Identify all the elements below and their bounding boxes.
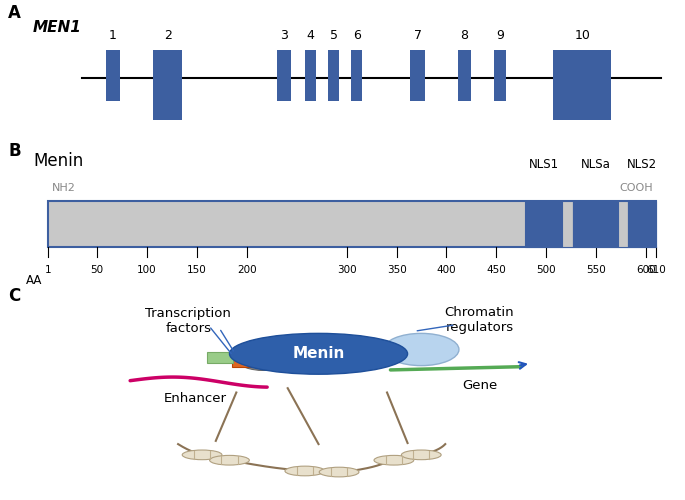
- Bar: [628, 201, 656, 246]
- Ellipse shape: [384, 334, 459, 366]
- Ellipse shape: [239, 352, 288, 370]
- Text: 50: 50: [90, 265, 103, 275]
- Text: 1: 1: [109, 29, 117, 42]
- Bar: [458, 50, 471, 101]
- Text: A: A: [8, 4, 21, 22]
- Text: 5: 5: [329, 29, 338, 42]
- Bar: [232, 354, 264, 368]
- Text: 2: 2: [164, 29, 172, 42]
- Bar: [48, 201, 656, 246]
- Text: Enhancer: Enhancer: [164, 392, 227, 406]
- Bar: [553, 50, 612, 120]
- Text: 150: 150: [187, 265, 207, 275]
- Text: 9: 9: [496, 29, 504, 42]
- Text: 7: 7: [414, 29, 422, 42]
- Ellipse shape: [285, 466, 325, 476]
- Bar: [619, 201, 628, 246]
- Text: 450: 450: [486, 265, 506, 275]
- Text: 8: 8: [460, 29, 469, 42]
- Text: 500: 500: [536, 265, 556, 275]
- Text: Transcription
factors: Transcription factors: [145, 306, 232, 334]
- Text: NLS1: NLS1: [529, 158, 559, 170]
- Text: 400: 400: [436, 265, 456, 275]
- Ellipse shape: [319, 467, 359, 477]
- Text: 1: 1: [45, 265, 51, 275]
- Text: COOH: COOH: [619, 184, 653, 194]
- Bar: [562, 201, 573, 246]
- Text: 600: 600: [636, 265, 656, 275]
- Text: 3: 3: [280, 29, 288, 42]
- Text: 350: 350: [386, 265, 406, 275]
- Bar: [153, 50, 182, 120]
- Bar: [351, 50, 362, 101]
- Bar: [328, 50, 339, 101]
- Text: 610: 610: [647, 265, 666, 275]
- Ellipse shape: [229, 334, 408, 374]
- Bar: [305, 50, 316, 101]
- Text: 100: 100: [137, 265, 157, 275]
- Text: 200: 200: [237, 265, 256, 275]
- Ellipse shape: [401, 450, 441, 460]
- Bar: [573, 201, 619, 246]
- Bar: [277, 50, 291, 101]
- Ellipse shape: [374, 456, 414, 465]
- Text: Menin: Menin: [292, 346, 345, 362]
- Text: 4: 4: [306, 29, 314, 42]
- Text: 10: 10: [574, 29, 590, 42]
- Text: NLS2: NLS2: [627, 158, 658, 170]
- Bar: [207, 352, 233, 364]
- Bar: [525, 201, 562, 246]
- Text: C: C: [8, 287, 21, 305]
- Text: B: B: [8, 142, 21, 160]
- Text: NH2: NH2: [51, 184, 75, 194]
- Text: 550: 550: [586, 265, 606, 275]
- Text: MEN1: MEN1: [33, 20, 82, 36]
- Text: Menin: Menin: [33, 152, 83, 170]
- Bar: [410, 50, 425, 101]
- Text: AA: AA: [26, 274, 42, 287]
- Ellipse shape: [182, 450, 222, 460]
- Text: Gene: Gene: [462, 378, 497, 392]
- Ellipse shape: [210, 456, 249, 465]
- Text: NLSa: NLSa: [581, 158, 611, 170]
- Text: 6: 6: [353, 29, 361, 42]
- Text: 300: 300: [337, 265, 356, 275]
- Bar: [106, 50, 120, 101]
- Text: Chromatin
regulators: Chromatin regulators: [445, 306, 514, 334]
- Bar: [494, 50, 506, 101]
